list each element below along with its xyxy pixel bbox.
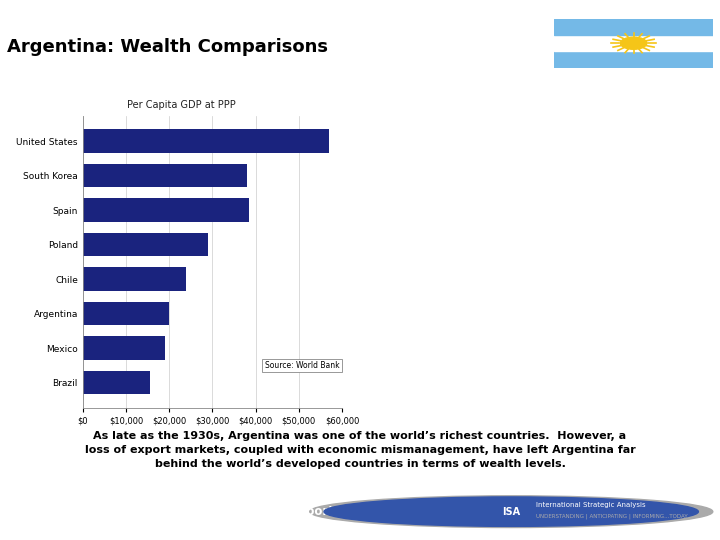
Text: However, its advantage its neighbors has
shrunk and Chile has recently overtaken: However, its advantage its neighbors has… bbox=[416, 205, 660, 241]
Bar bbox=[83, 371, 150, 394]
Bar bbox=[83, 198, 249, 222]
Bar bbox=[554, 35, 713, 51]
Bar bbox=[83, 302, 169, 326]
Text: Argentina was for the best part of the past
150 years the wealthiest country in : Argentina was for the best part of the p… bbox=[411, 117, 665, 153]
Text: Per Capita GDP at PPP (US$): Per Capita GDP at PPP (US$) bbox=[16, 76, 207, 89]
Text: Source: World Bank: Source: World Bank bbox=[265, 361, 339, 370]
Text: Argentina: Wealth Comparisons: Argentina: Wealth Comparisons bbox=[7, 38, 328, 56]
Circle shape bbox=[324, 497, 698, 526]
Text: Poverty is a growing problem in Argentina,
increased by the recent economic trou: Poverty is a growing problem in Argentin… bbox=[410, 300, 667, 323]
Text: International Strategic Analysis: International Strategic Analysis bbox=[536, 502, 646, 508]
Bar bbox=[83, 336, 165, 360]
Text: UNDERSTANDING | ANTICIPATING | INFORMING...TODAY: UNDERSTANDING | ANTICIPATING | INFORMING… bbox=[536, 514, 688, 519]
Circle shape bbox=[310, 496, 713, 528]
Bar bbox=[83, 233, 208, 256]
Text: 18: 18 bbox=[468, 502, 485, 515]
Bar bbox=[83, 130, 329, 153]
Text: ISA: ISA bbox=[502, 507, 521, 517]
Text: The ISA October 2017 Argentina Country Report: The ISA October 2017 Argentina Country R… bbox=[14, 505, 334, 518]
Text: Per Capita GDP at PPP: Per Capita GDP at PPP bbox=[127, 100, 236, 110]
Bar bbox=[83, 267, 186, 291]
Text: As late as the 1930s, Argentina was one of the world’s richest countries.  Howev: As late as the 1930s, Argentina was one … bbox=[85, 431, 635, 469]
Text: Key Wealth-Related Issues and Trends: Key Wealth-Related Issues and Trends bbox=[372, 76, 627, 89]
Bar bbox=[83, 164, 247, 187]
Circle shape bbox=[621, 37, 647, 49]
Bar bbox=[554, 19, 713, 35]
Bar bbox=[554, 51, 713, 68]
